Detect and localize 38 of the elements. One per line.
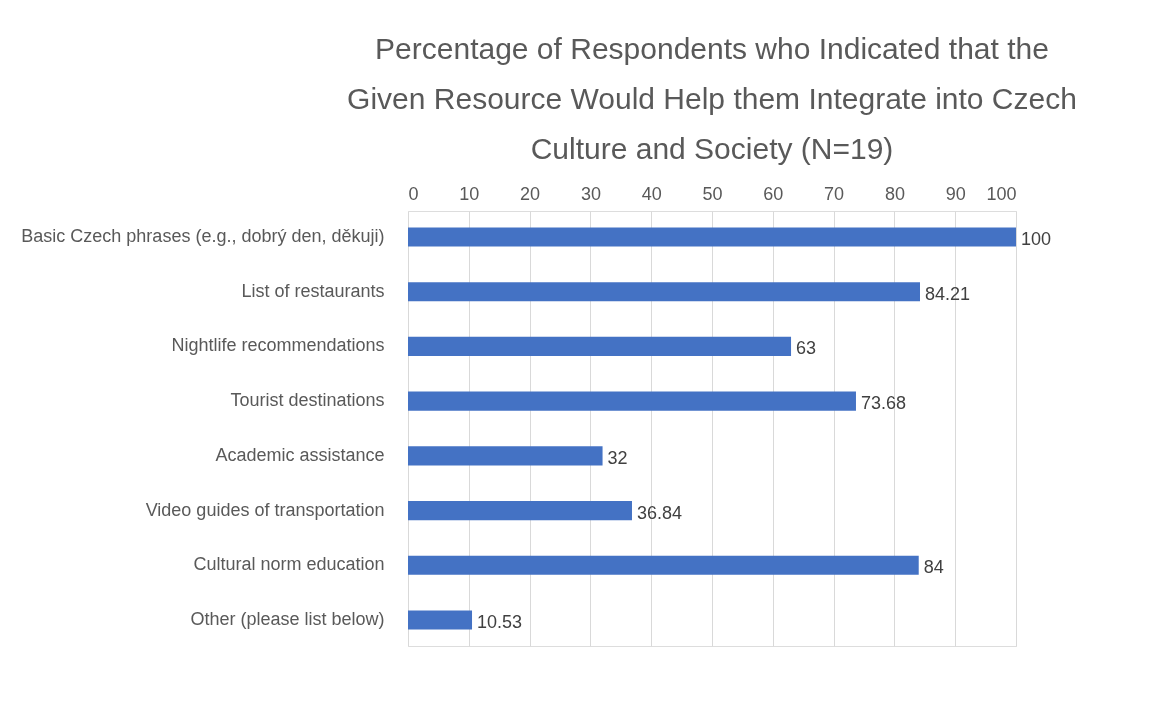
data-label: 73.68 <box>860 393 907 414</box>
x-tick-label: 30 <box>580 183 601 204</box>
data-label: 36.84 <box>636 502 683 523</box>
data-label: 32 <box>607 447 628 468</box>
bar <box>408 391 856 411</box>
y-tick-label: Video guides of transportation <box>145 499 385 520</box>
text: Culture and Society (N=19) <box>530 132 894 165</box>
data-label: 84 <box>923 557 944 578</box>
bar <box>408 501 632 521</box>
bar <box>408 282 920 302</box>
x-tick-label: 50 <box>702 183 723 204</box>
y-tick-label: Other (please list below) <box>190 609 385 630</box>
y-tick-label: Nightlife recommendations <box>171 335 385 356</box>
data-label: 10.53 <box>477 612 523 633</box>
data-label: 84.21 <box>925 283 971 304</box>
x-tick-label: 0 <box>408 183 419 204</box>
data-label: 63 <box>796 338 817 359</box>
x-tick-label: 40 <box>641 183 662 204</box>
bar <box>408 336 792 356</box>
bar <box>408 610 473 630</box>
y-tick-label: Tourist destinations <box>230 390 385 411</box>
bar <box>408 446 603 466</box>
x-tick-label: 90 <box>945 183 966 204</box>
x-tick-label: 70 <box>824 183 845 204</box>
data-label: 100 <box>1021 228 1052 249</box>
text: Percentage of Respondents who Indicated that the <box>375 32 1049 65</box>
x-tick-label: 20 <box>520 183 541 204</box>
x-tick-label: 10 <box>459 183 480 204</box>
y-tick-label: Academic assistance <box>215 444 385 465</box>
bar <box>408 555 919 575</box>
x-tick-label: 60 <box>763 183 784 204</box>
text: Given Resource Would Help them Integrate into Czech <box>347 82 1077 115</box>
bar <box>408 227 1016 247</box>
x-tick-label: 100 <box>986 183 1017 204</box>
x-tick-label: 80 <box>884 183 905 204</box>
y-tick-label: List of restaurants <box>241 280 385 301</box>
y-tick-label: Basic Czech phrases (e.g., dobrý den, děkuji) <box>21 225 385 246</box>
y-tick-label: Cultural norm education <box>193 554 385 575</box>
